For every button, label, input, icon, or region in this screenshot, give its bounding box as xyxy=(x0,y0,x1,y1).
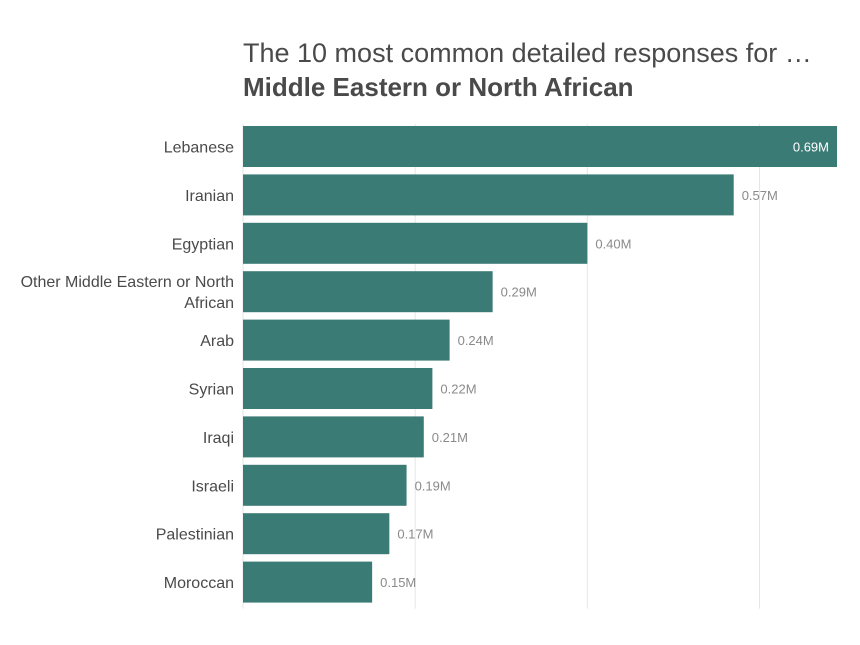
bar xyxy=(243,271,493,313)
value-label: 0.40M xyxy=(595,236,631,251)
label-layer: 0.69M Lebanese 0.57M Iranian 0.40M Egyptian 0.… xyxy=(21,140,829,593)
bar xyxy=(243,174,734,216)
value-label: 0.29M xyxy=(501,285,537,300)
category-label: Iraqi xyxy=(203,430,234,447)
category-label: Iranian xyxy=(185,188,234,205)
category-label: Other Middle Eastern or North African xyxy=(21,274,234,312)
category-label: Syrian xyxy=(189,382,234,399)
value-label: 0.17M xyxy=(397,527,433,542)
category-label: Egyptian xyxy=(172,236,234,253)
bar xyxy=(243,222,588,264)
bar-layer xyxy=(243,126,837,603)
bar xyxy=(243,319,450,361)
value-label: 0.22M xyxy=(440,382,476,397)
value-label: 0.69M xyxy=(793,140,829,155)
category-label: Arab xyxy=(200,333,234,350)
category-label: Moroccan xyxy=(164,575,234,592)
bar xyxy=(243,464,407,506)
category-label: Palestinian xyxy=(156,527,234,544)
category-label: Israeli xyxy=(191,478,234,495)
bar xyxy=(243,126,837,167)
value-label: 0.24M xyxy=(458,333,494,348)
category-label: Lebanese xyxy=(164,140,234,157)
chart-title: The 10 most common detailed responses fo… xyxy=(243,38,812,68)
bar xyxy=(243,513,390,555)
value-label: 0.15M xyxy=(380,575,416,590)
value-label: 0.21M xyxy=(432,430,468,445)
bar xyxy=(243,561,373,603)
bar xyxy=(243,416,424,458)
bar xyxy=(243,368,433,409)
value-label: 0.57M xyxy=(742,188,778,203)
value-label: 0.19M xyxy=(415,478,451,493)
chart-subtitle: Middle Eastern or North African xyxy=(243,72,634,102)
